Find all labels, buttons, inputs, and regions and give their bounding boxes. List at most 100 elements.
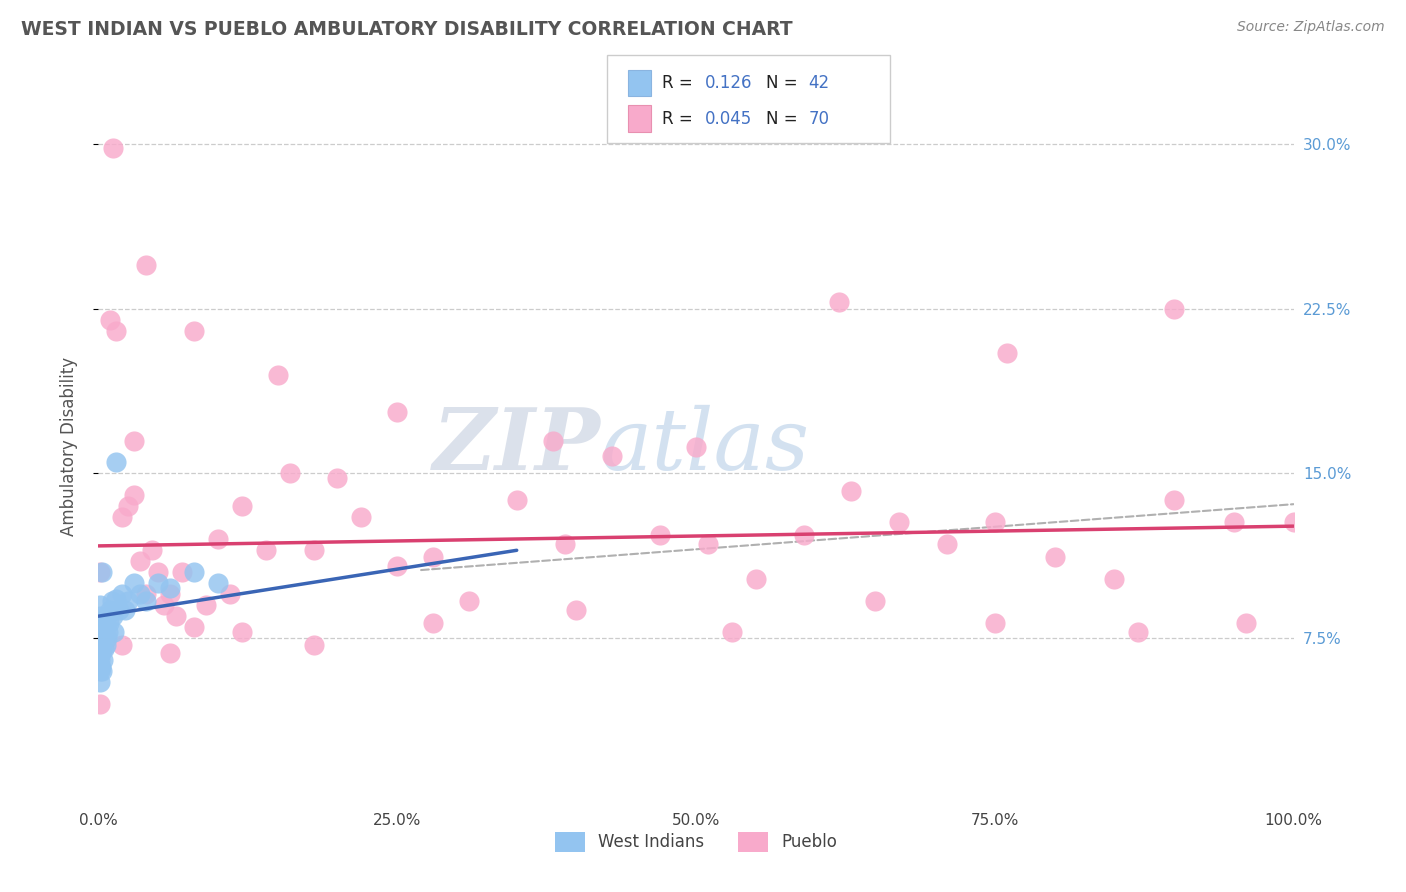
Point (89, 675, 111, 690)
Point (278, 467, 301, 481)
Point (159, 581, 181, 595)
Point (141, 543, 163, 558)
Point (101, 609, 124, 624)
Point (385, 405, 409, 419)
Point (94, 615, 117, 630)
Point (231, 624, 253, 639)
Point (89, 609, 111, 624)
Point (207, 576, 229, 591)
Point (1128, 624, 1150, 639)
Point (183, 620, 205, 634)
Point (100, 594, 122, 608)
Point (148, 566, 170, 580)
Point (1104, 572, 1126, 586)
Text: Source: ZipAtlas.com: Source: ZipAtlas.com (1237, 20, 1385, 34)
Point (90, 647, 112, 661)
Point (148, 576, 170, 591)
Point (1043, 549, 1066, 564)
Point (153, 598, 176, 612)
Point (828, 295, 851, 310)
Point (172, 566, 194, 580)
Point (129, 587, 152, 601)
Point (721, 624, 744, 639)
Point (89, 642, 111, 657)
Point (129, 554, 152, 568)
Point (995, 345, 1018, 359)
Text: N =: N = (766, 74, 803, 92)
Point (541, 434, 564, 448)
Point (89, 664, 111, 678)
Point (936, 537, 959, 551)
Text: N =: N = (766, 110, 803, 128)
Point (91, 566, 114, 580)
Point (165, 609, 187, 624)
Point (93, 642, 115, 657)
Point (159, 647, 181, 661)
Text: 42: 42 (808, 74, 830, 92)
Point (565, 602, 588, 616)
Point (159, 587, 181, 601)
Point (117, 594, 139, 608)
Legend: West Indians, Pueblo: West Indians, Pueblo (548, 825, 844, 859)
Point (1282, 515, 1305, 529)
Point (984, 615, 1007, 630)
Point (111, 587, 134, 601)
Point (124, 576, 146, 591)
Point (98, 312, 122, 326)
Point (89, 653, 111, 667)
Point (865, 594, 887, 608)
Text: ZIP: ZIP (433, 404, 600, 488)
Point (114, 602, 136, 616)
Point (117, 500, 139, 514)
Point (94, 638, 117, 652)
Point (422, 615, 444, 630)
Point (326, 471, 349, 485)
Point (1234, 615, 1257, 630)
Point (302, 543, 325, 558)
Point (124, 488, 146, 502)
Point (111, 510, 134, 524)
Text: R =: R = (662, 74, 699, 92)
Y-axis label: Ambulatory Disability: Ambulatory Disability (59, 357, 77, 535)
Point (745, 572, 768, 586)
Point (101, 141, 124, 155)
Point (90, 659, 112, 673)
Point (98, 602, 122, 616)
Point (96, 631, 118, 645)
Point (231, 500, 253, 514)
Point (1223, 515, 1246, 529)
Point (1163, 301, 1185, 316)
Point (111, 638, 134, 652)
Point (793, 528, 815, 542)
Point (889, 515, 911, 529)
Point (183, 566, 205, 580)
Point (267, 368, 290, 382)
Point (385, 558, 409, 573)
Point (97, 624, 120, 639)
Point (91, 624, 114, 639)
Point (124, 434, 146, 448)
Point (135, 587, 157, 601)
Point (135, 258, 157, 272)
Text: 70: 70 (808, 110, 830, 128)
Point (685, 440, 707, 454)
Point (195, 598, 218, 612)
Point (506, 492, 529, 507)
Point (302, 638, 325, 652)
Text: atlas: atlas (600, 405, 810, 487)
Point (91, 642, 114, 657)
Point (1163, 492, 1185, 507)
Point (350, 510, 373, 524)
Text: 0.045: 0.045 (704, 110, 752, 128)
Text: R =: R = (662, 110, 699, 128)
Point (91, 664, 114, 678)
Point (89, 566, 111, 580)
Point (93, 620, 115, 634)
Point (554, 537, 576, 551)
Point (254, 543, 277, 558)
Point (103, 624, 125, 639)
Point (135, 594, 157, 608)
Point (91, 631, 114, 645)
Point (89, 598, 111, 612)
Point (183, 324, 205, 338)
